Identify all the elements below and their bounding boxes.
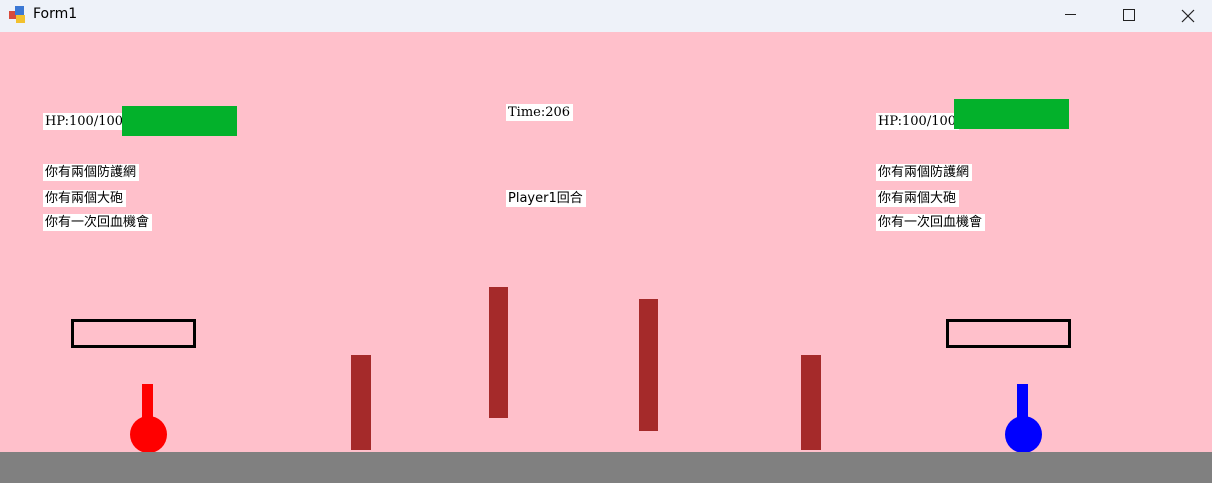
player2-cannon-barrel — [1017, 384, 1028, 424]
player1-hp-bar — [122, 106, 237, 136]
app-icon — [9, 6, 27, 24]
player2-hp-bar — [954, 99, 1069, 129]
player1-cannons-label: 你有兩個大砲 — [43, 190, 127, 207]
minimize-icon — [1065, 14, 1076, 15]
close-icon — [1181, 9, 1195, 23]
player2-heals-label: 你有一次回血機會 — [876, 214, 986, 231]
wall-obstacle — [801, 355, 821, 450]
turn-label: Player1回合 — [506, 190, 586, 207]
timer-label: Time:206 — [506, 104, 574, 121]
wall-obstacle — [639, 299, 658, 431]
player1-shield-platform — [71, 319, 196, 348]
player2-cannons-label: 你有兩個大砲 — [876, 190, 960, 207]
player1-cannon-barrel — [142, 384, 153, 424]
close-button[interactable] — [1158, 0, 1212, 32]
maximize-icon — [1123, 9, 1135, 21]
game-canvas[interactable]: HP:100/100 你有兩個防護網 你有兩個大砲 你有一次回血機會 Time:… — [0, 32, 1212, 483]
player1-tank[interactable] — [130, 416, 167, 453]
player1-hp-label: HP:100/100 — [43, 113, 127, 130]
player2-shield-platform — [946, 319, 1071, 348]
player1-heals-label: 你有一次回血機會 — [43, 214, 153, 231]
window-title: Form1 — [33, 6, 78, 22]
wall-obstacle — [351, 355, 371, 450]
player1-shields-label: 你有兩個防護網 — [43, 164, 140, 181]
player2-tank[interactable] — [1005, 416, 1042, 453]
maximize-button[interactable] — [1100, 0, 1158, 32]
title-bar: Form1 — [0, 0, 1212, 32]
wall-obstacle — [489, 287, 508, 418]
player2-shields-label: 你有兩個防護網 — [876, 164, 973, 181]
player2-hp-label: HP:100/100 — [876, 113, 960, 130]
ground — [0, 452, 1212, 483]
minimize-button[interactable] — [1042, 0, 1100, 32]
